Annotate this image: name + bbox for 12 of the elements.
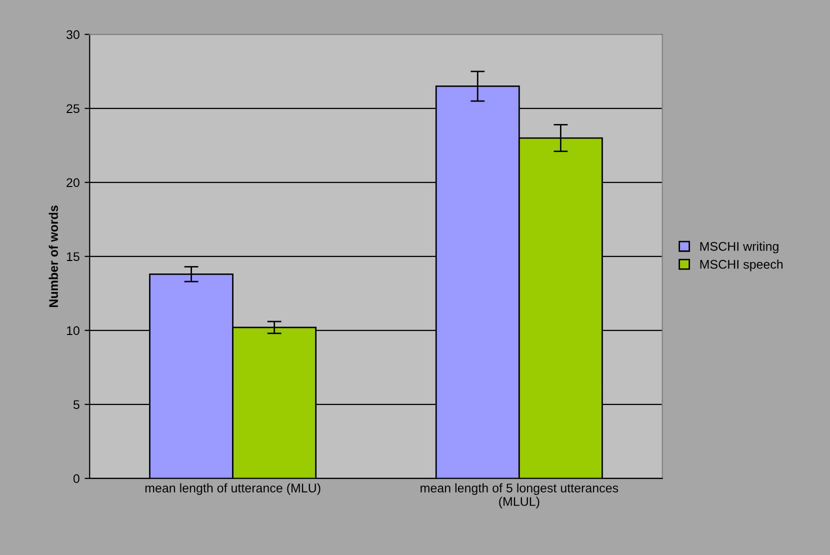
y-axis-title: Number of words [48, 206, 58, 307]
x-tick-label: mean length of utterance (MLU) [145, 483, 320, 495]
y-tick-label: 25 [66, 104, 80, 114]
x-tick-label: mean length of 5 longest utterances (MLUL) [420, 483, 618, 508]
legend-label: MSCHI speech [700, 260, 783, 272]
y-tick-label: 20 [66, 178, 80, 188]
legend-label: MSCHI writing [700, 242, 778, 254]
y-tick-label: 5 [73, 400, 80, 410]
y-tick-label: 10 [66, 326, 80, 336]
y-tick-label: 30 [66, 30, 80, 40]
y-tick-label: 0 [73, 474, 80, 484]
y-tick-label: 15 [66, 252, 80, 262]
